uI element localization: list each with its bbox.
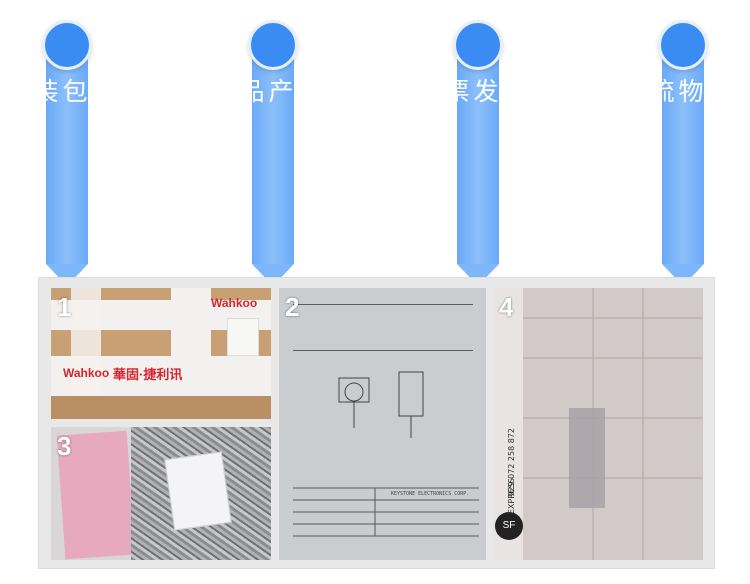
photo-number: 3 — [57, 431, 72, 461]
test-report-photo: KEYSTONE ELECTRONICS CORP. 2 — [279, 288, 486, 560]
ribbon-label: 产品检测报告 — [120, 78, 294, 103]
box-sticker — [227, 318, 259, 356]
brand-text: Wahkoo — [63, 366, 110, 380]
ribbon-circle — [248, 20, 298, 70]
brand-text: Wahkoo — [211, 296, 258, 310]
photo-number: 4 — [499, 292, 514, 322]
technical-drawing — [293, 371, 479, 537]
photo-number: 1 — [57, 292, 72, 322]
redacted-area — [569, 408, 605, 508]
product-label — [164, 451, 232, 531]
waybill-photo: 929 072 258 872 SF EXPRESS 4 — [493, 288, 703, 560]
components-bag-photo: 3 — [51, 427, 271, 560]
company-name: KEYSTONE ELECTRONICS CORP. — [391, 491, 470, 497]
ribbon-circle — [658, 20, 708, 70]
brand-cn-text: 華固·捷利讯 — [113, 367, 183, 382]
ribbon-label: 物流单号 — [588, 78, 704, 103]
ribbon-circle — [42, 20, 92, 70]
packaging-box-photo: Wahkoo Wahkoo 華固·捷利讯 1 — [51, 288, 271, 419]
ribbon-label: 发票收据 — [383, 78, 499, 103]
sf-logo: SF — [495, 512, 523, 540]
ribbon-circle — [453, 20, 503, 70]
waybill-lines — [523, 288, 703, 560]
express-text: EXPRESS — [507, 478, 516, 515]
ribbon-label: 包装清单 — [0, 78, 88, 103]
photo-number: 2 — [285, 292, 300, 322]
